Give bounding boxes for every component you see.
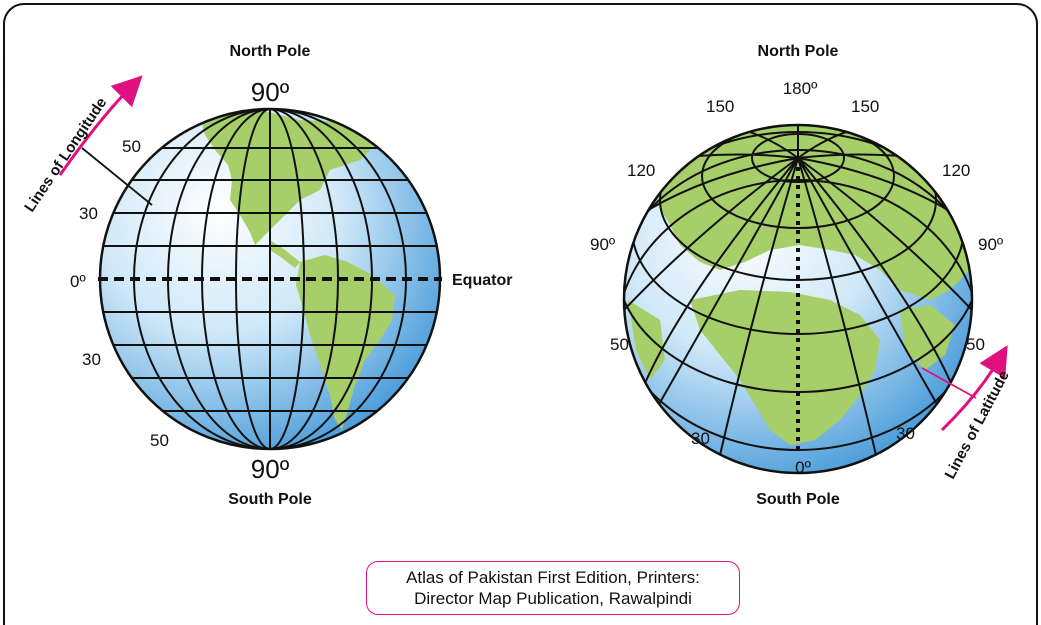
- left-globe: North Pole 90º 90º South Pole 0º Equator…: [21, 43, 512, 508]
- left-north-pole-label: North Pole: [230, 43, 311, 60]
- right-degree-0: 0º: [795, 458, 811, 477]
- right-south-pole-label: South Pole: [756, 491, 840, 508]
- right-degree-30-right: 30: [896, 424, 915, 443]
- right-globe-grid: [624, 125, 972, 473]
- left-scale-label-30-top: 30: [79, 204, 98, 223]
- left-scale-label-50-bottom: 50: [150, 431, 169, 450]
- right-globe-land: [628, 125, 972, 445]
- credit-line-1: Atlas of Pakistan First Edition, Printer…: [406, 568, 700, 587]
- left-equator-degree: 0º: [70, 272, 86, 291]
- equator-label: Equator: [452, 272, 512, 289]
- longitude-callout-label: Lines of Longitude: [21, 95, 110, 216]
- right-degree-180: 180º: [783, 79, 818, 98]
- right-degree-120-right: 120: [942, 161, 970, 180]
- left-scale-label-30-bottom: 30: [82, 350, 101, 369]
- right-globe: North Pole 180º 150 150 120 120 90º 90º …: [590, 43, 1013, 508]
- right-degree-90-left: 90º: [590, 235, 615, 254]
- right-degree-150-left: 150: [706, 97, 734, 116]
- left-top-degree: 90º: [251, 77, 290, 107]
- right-north-pole-label: North Pole: [758, 43, 839, 60]
- source-credit-box: Atlas of Pakistan First Edition, Printer…: [366, 561, 740, 615]
- longitude-pointer-line: [81, 147, 153, 206]
- latitude-arrow: [940, 345, 1008, 432]
- right-degree-150-right: 150: [851, 97, 879, 116]
- latitude-pointer-line: [921, 367, 977, 399]
- right-degree-30-left: 30: [691, 429, 710, 448]
- left-globe-outline: [98, 107, 442, 451]
- right-globe-outline: [622, 123, 974, 475]
- left-bottom-degree: 90º: [251, 454, 290, 484]
- credit-line-2: Director Map Publication, Rawalpindi: [414, 589, 692, 608]
- right-degree-90-right: 90º: [978, 235, 1003, 254]
- right-degree-120-left: 120: [627, 161, 655, 180]
- right-degree-50-left: 50: [610, 335, 629, 354]
- left-scale-label-50-top: 50: [122, 137, 141, 156]
- right-degree-50-right: 50: [966, 335, 985, 354]
- outer-frame: [3, 3, 1038, 625]
- left-south-pole-label: South Pole: [228, 491, 312, 508]
- longitude-arrow: [58, 75, 143, 176]
